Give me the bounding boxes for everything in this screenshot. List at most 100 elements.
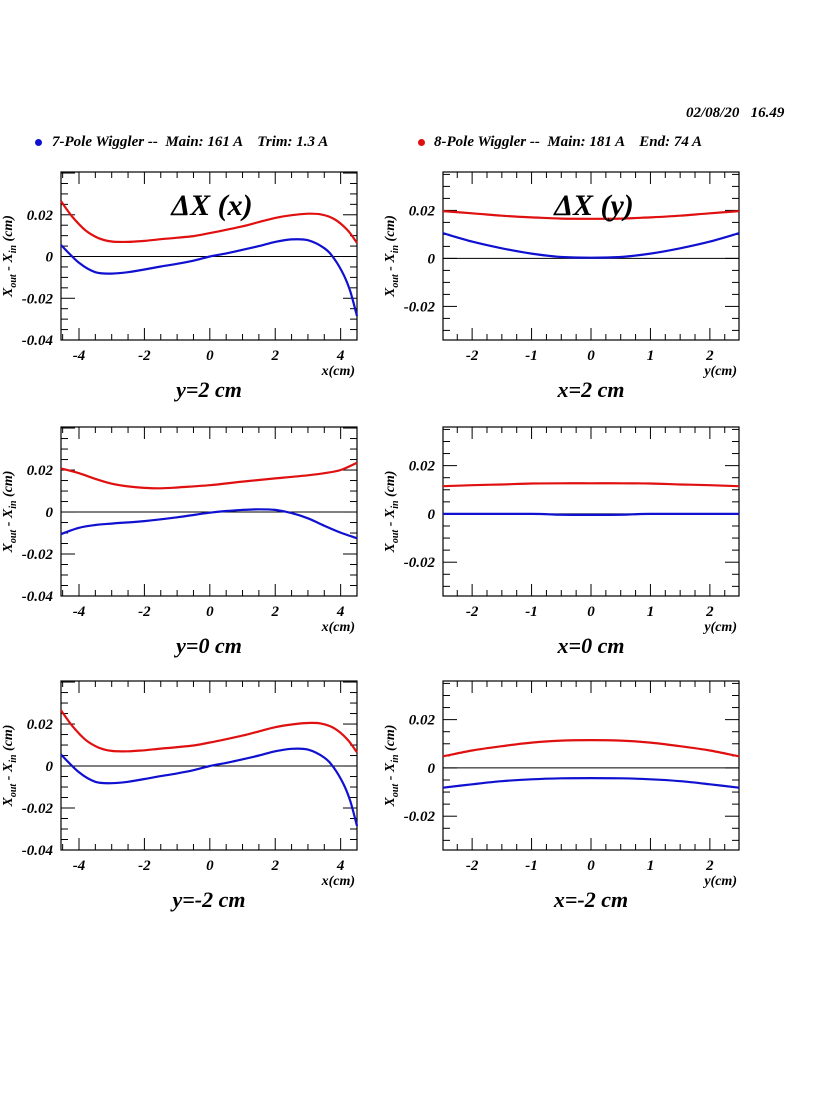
x-axis-label: y(cm) — [702, 364, 737, 379]
x-tick-label: 2 — [705, 858, 714, 874]
x-tick-label: -4 — [73, 858, 86, 874]
panel-subtitle: x=2 cm — [557, 377, 625, 402]
x-tick-label: -2 — [138, 858, 151, 874]
x-tick-label: 2 — [270, 604, 279, 620]
x-tick-label: 2 — [270, 348, 279, 364]
y-tick-label: -0.02 — [404, 809, 436, 825]
y-tick-label: -0.02 — [404, 555, 436, 571]
series-line-8pole — [442, 210, 740, 220]
x-tick-label: 0 — [587, 348, 595, 364]
panel-dx-x-y0: -4 -2 0 2 4 -0.04 -0.02 0 0.02 x(cm) Xout - Xin (c… — [1, 426, 358, 658]
series-line-7pole — [60, 238, 359, 317]
y-tick-label: 0 — [46, 759, 54, 775]
x-tick-label: -2 — [138, 348, 151, 364]
plot-frame — [60, 426, 358, 597]
y-tick-label: 0 — [428, 251, 436, 267]
x-axis-label: x(cm) — [321, 874, 355, 889]
x-axis-label: y(cm) — [702, 874, 737, 889]
timestamp: 02/08/20 16.49 — [686, 105, 785, 121]
x-tick-label: 2 — [705, 348, 714, 364]
y-tick-label: -0.02 — [404, 299, 436, 315]
y-tick-label: 0 — [46, 505, 54, 521]
x-tick-label: 4 — [336, 858, 345, 874]
legend-label-7pole: 7-Pole Wiggler -- Main: 161 A Trim: 1.3 … — [52, 134, 329, 150]
x-tick-label: -2 — [466, 348, 479, 364]
panel-dx-y-xm2: -2 -1 0 1 2 -0.02 0 0.02 y(cm) Xout - Xin (cm) x=-… — [383, 680, 740, 912]
series-line-8pole — [60, 709, 358, 754]
x-tick-label: -1 — [525, 348, 538, 364]
y-tick-label: 0.02 — [27, 463, 54, 479]
y-axis-label: Xout - Xin (cm) — [383, 725, 401, 808]
y-tick-label: 0 — [428, 761, 436, 777]
x-tick-label: 0 — [206, 858, 214, 874]
x-tick-label: 4 — [336, 604, 345, 620]
series-line-8pole — [60, 461, 358, 490]
legend-label-8pole: 8-Pole Wiggler -- Main: 181 A End: 74 A — [434, 134, 703, 150]
plot-frame — [442, 426, 740, 597]
y-tick-label: 0 — [46, 250, 54, 266]
series-line-7pole — [442, 512, 740, 517]
y-tick-label: 0.02 — [409, 203, 436, 219]
y-tick-label: -0.04 — [22, 589, 54, 605]
x-tick-label: 0 — [587, 604, 595, 620]
panel-subtitle: y=0 cm — [173, 633, 242, 658]
panel-subtitle: x=-2 cm — [553, 887, 628, 912]
panel-dx-y-x0: -2 -1 0 1 2 -0.02 0 0.02 y(cm) Xout - Xin (cm) x=0… — [383, 426, 740, 658]
x-tick-label: 4 — [336, 348, 345, 364]
y-tick-label: 0.02 — [27, 208, 54, 224]
panel-title: ΔX (y) — [553, 189, 634, 222]
series-line-7pole — [60, 508, 358, 540]
y-tick-label: 0.02 — [409, 459, 436, 475]
plot-frame — [60, 680, 358, 851]
y-tick-label: -0.02 — [22, 547, 54, 563]
y-axis-label: Xout - Xin (cm) — [1, 215, 19, 298]
plot-frame — [60, 171, 358, 341]
x-tick-label: 0 — [206, 348, 214, 364]
y-tick-label: 0.02 — [27, 717, 54, 733]
x-tick-label: 0 — [587, 858, 595, 874]
y-tick-label: 0.02 — [409, 713, 436, 729]
series-line-8pole — [442, 738, 740, 758]
y-tick-label: 0 — [428, 507, 436, 523]
x-axis-label: x(cm) — [321, 620, 355, 635]
x-tick-label: -2 — [466, 604, 479, 620]
plot-frame — [442, 680, 740, 851]
x-tick-label: 0 — [206, 604, 214, 620]
panel-subtitle: x=0 cm — [557, 633, 625, 658]
legend-marker-7pole — [35, 139, 42, 146]
y-axis-label: Xout - Xin (cm) — [1, 471, 19, 554]
x-tick-label: -2 — [466, 858, 479, 874]
y-tick-label: -0.04 — [22, 843, 54, 859]
x-tick-label: 2 — [705, 604, 714, 620]
x-tick-label: -2 — [138, 604, 151, 620]
panel-subtitle: y=-2 cm — [169, 887, 245, 912]
x-tick-label: -4 — [73, 604, 86, 620]
x-tick-label: -1 — [525, 858, 538, 874]
x-tick-label: 1 — [647, 858, 655, 874]
panel-subtitle: y=2 cm — [173, 377, 242, 402]
y-tick-label: -0.04 — [22, 333, 54, 349]
panel-dx-x-y2: -4 -2 0 2 4 -0.04 -0.02 0 0.02 x(cm) Xout - Xin (c… — [1, 171, 359, 402]
panel-dx-y-x2: -2 -1 0 1 2 -0.02 0 0.02 y(cm) Xout - Xin (cm) x=2… — [383, 171, 740, 402]
y-axis-label: Xout - Xin (cm) — [383, 471, 401, 554]
x-tick-label: -1 — [525, 604, 538, 620]
x-axis-label: x(cm) — [321, 364, 355, 379]
panel-dx-x-ym2: -4 -2 0 2 4 -0.04 -0.02 0 0.02 x(cm) Xout - Xin (c… — [1, 680, 359, 912]
y-axis-label: Xout - Xin (cm) — [1, 725, 19, 808]
series-line-8pole — [442, 482, 740, 488]
x-axis-label: y(cm) — [702, 620, 737, 635]
x-tick-label: 1 — [647, 604, 655, 620]
y-tick-label: -0.02 — [22, 291, 54, 307]
series-line-8pole — [60, 200, 358, 244]
y-tick-label: -0.02 — [22, 801, 54, 817]
x-tick-label: 1 — [647, 348, 655, 364]
legend-marker-8pole — [418, 139, 425, 146]
x-tick-label: -4 — [73, 348, 86, 364]
series-line-7pole — [442, 232, 740, 259]
panel-title: ΔX (x) — [170, 189, 252, 222]
y-axis-label: Xout - Xin (cm) — [383, 215, 401, 298]
series-line-7pole — [60, 747, 359, 827]
series-line-7pole — [442, 777, 740, 789]
x-tick-label: 2 — [270, 858, 279, 874]
